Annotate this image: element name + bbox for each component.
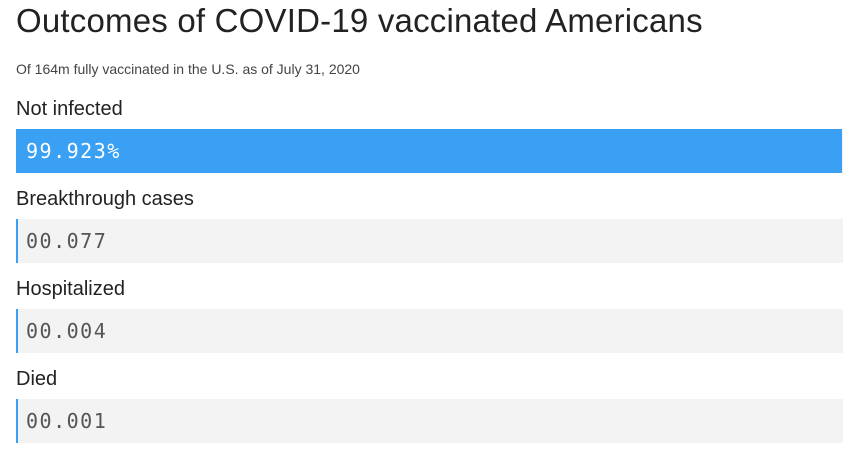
bar-track: 99.923%	[16, 129, 843, 173]
bar	[16, 219, 18, 263]
bar-row: Not infected 99.923%	[16, 96, 843, 173]
data-label: 99.923%	[26, 139, 121, 163]
bar-track: 00.004	[16, 309, 843, 353]
chart-title: Outcomes of COVID-19 vaccinated American…	[16, 2, 703, 39]
category-label: Breakthrough cases	[16, 188, 194, 210]
category-label: Died	[16, 368, 58, 390]
bar	[16, 309, 18, 353]
category-label: Not infected	[16, 98, 123, 120]
bar-track: 00.001	[16, 399, 843, 443]
data-label: 00.077	[26, 229, 108, 253]
chart-subtitle: Of 164m fully vaccinated in the U.S. as …	[16, 61, 360, 77]
bar	[16, 129, 843, 173]
bar-row: Died 00.001	[16, 366, 843, 443]
category-label: Hospitalized	[16, 278, 125, 300]
bar	[16, 399, 18, 443]
bar-row: Hospitalized 00.004	[16, 276, 843, 353]
bar-row: Breakthrough cases 00.077	[16, 186, 843, 263]
data-label: 00.001	[26, 409, 108, 433]
data-label: 00.004	[26, 319, 108, 343]
bar-track: 00.077	[16, 219, 843, 263]
